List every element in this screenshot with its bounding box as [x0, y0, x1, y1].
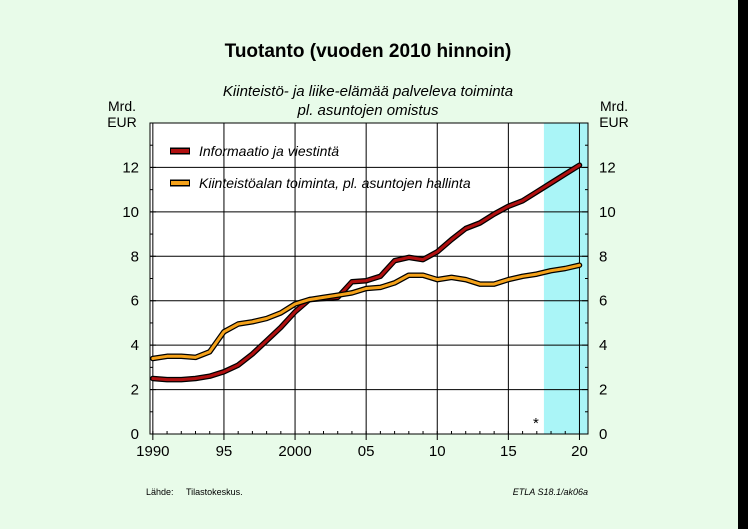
y-axis: 0 0 2 2 4 4 6 6 8 8 10 10 12 12	[122, 144, 616, 443]
chart-subtitle-line2: pl. asuntojen omistus	[297, 102, 439, 119]
left-unit-line1: Mrd.	[108, 98, 136, 114]
y-tick-label-right: 2	[599, 382, 607, 399]
series-line-1	[151, 163, 581, 382]
legend: Informaatio ja viestintä Kiinteistöalan …	[170, 143, 471, 191]
x-tick-label: 10	[429, 443, 446, 460]
y-tick-label-left: 6	[131, 293, 139, 310]
chart-code: ETLA S18.1/ak06a	[513, 487, 588, 497]
source-value: Tilastokeskus.	[186, 487, 243, 497]
chart-subtitle-line1: Kiinteistö- ja liike-elämää palveleva to…	[223, 83, 513, 100]
x-tick-label: 95	[216, 443, 233, 460]
legend-label-kiinteisto: Kiinteistöalan toiminta, pl. asuntojen h…	[199, 175, 471, 191]
grid-lines	[150, 123, 588, 434]
legend-label-informaatio: Informaatio ja viestintä	[199, 143, 339, 159]
source-label: Lähde:	[146, 487, 174, 497]
right-unit-line1: Mrd.	[600, 98, 628, 114]
left-unit-line2: EUR	[107, 114, 137, 130]
y-tick-label-left: 8	[131, 248, 139, 265]
right-unit-line2: EUR	[599, 114, 629, 130]
y-tick-label-left: 2	[131, 382, 139, 399]
x-tick-label: 1990	[136, 443, 169, 460]
y-tick-label-left: 0	[131, 426, 139, 443]
y-tick-label-right: 4	[599, 337, 607, 354]
y-tick-label-right: 12	[599, 159, 616, 176]
x-tick-label: 2000	[278, 443, 311, 460]
series-line-2	[151, 263, 581, 360]
y-tick-label-left: 4	[131, 337, 139, 354]
series-lines	[150, 162, 583, 383]
x-axis: 1990 95 2000 05 10 15 20	[136, 431, 588, 460]
y-tick-label-right: 6	[599, 293, 607, 310]
y-tick-label-right: 0	[599, 426, 607, 443]
forecast-band	[543, 123, 588, 434]
y-tick-label-left: 10	[122, 204, 139, 221]
y-tick-label-left: 12	[122, 159, 139, 176]
x-tick-label: 15	[500, 443, 517, 460]
x-tick-label: 20	[571, 443, 588, 460]
forecast-marker: *	[533, 415, 539, 432]
chart-title: Tuotanto (vuoden 2010 hinnoin)	[225, 41, 512, 62]
y-tick-label-right: 10	[599, 204, 616, 221]
x-tick-label: 05	[358, 443, 375, 460]
y-tick-label-right: 8	[599, 248, 607, 265]
